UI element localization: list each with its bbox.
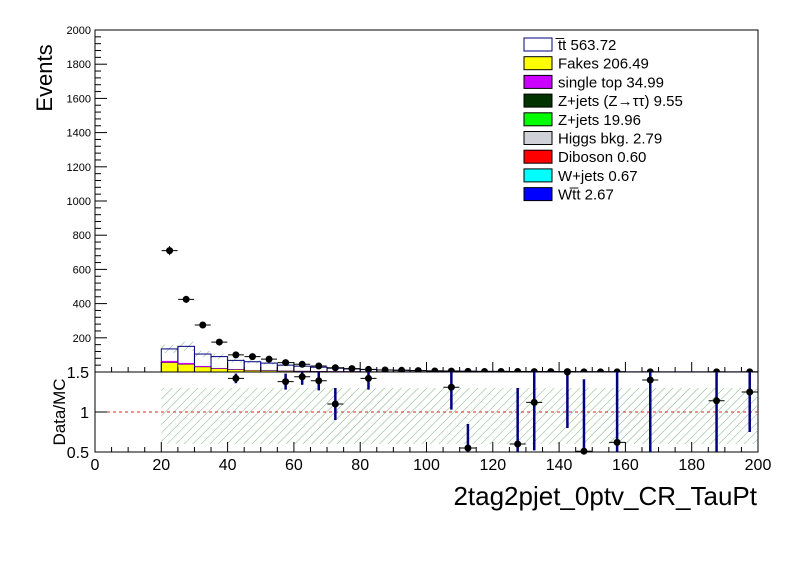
y-tick-label: 1400 [67,128,91,140]
fakes-bin [194,366,212,373]
y-tick-label: 2000 [67,25,91,37]
ratio-point [298,373,306,381]
main-panel: 200 400 600 800 1000 1200 1400 1600 1800 2000 Eve… [32,25,759,376]
ratio-point [580,447,588,455]
x-tick-label: 100 [413,457,440,474]
data-point [348,365,356,373]
ratio-point [447,383,455,391]
data-point [265,355,273,363]
data-point [215,338,223,346]
y-tick-label: 1600 [67,93,91,105]
x-axis-label: 2tag2pjet_0ptv_CR_TauPt [453,481,757,511]
data-point [232,351,240,359]
ratio-panel: 0.5 1 1.5 0 20 40 60 80 100 120 140 160 180 200 Data… [50,365,771,474]
x-tick-label: 20 [152,457,170,474]
ratio-y-ticks: 0.5 1 1.5 [67,365,107,462]
single-top-bin [194,365,212,367]
legend-swatch [523,131,553,145]
data-point [199,321,207,329]
data-point [364,365,372,373]
y-tick-label: 200 [73,333,91,345]
ratio-point [232,374,240,382]
legend-swatch [523,37,553,52]
ratio-point [282,378,290,386]
ratio-point [746,388,754,396]
ratio-point [563,368,571,376]
ratio-point [464,444,472,452]
single-top-bin [177,362,195,365]
ratio-y-axis-label: Data/MC [50,378,69,445]
ratio-point [364,374,372,382]
x-tick-label: 80 [351,457,369,474]
y-tick-label: 1200 [67,162,91,174]
legend-swatch [523,74,553,89]
single-top-bin [161,360,178,363]
legend-entry: single top 34.99 [558,74,664,91]
main-y-ticks: 200 400 600 800 1000 1200 1400 1600 1800 2000 [67,25,107,366]
legend-entry: Z+jets (Z→ττ) 9.55 [558,93,683,110]
y-axis-label: Events [32,44,57,111]
ratio-point [514,440,522,448]
legend-entry: t̅t 563.72 [555,37,616,54]
legend-entry: Higgs bkg. 2.79 [558,131,662,148]
ratio-point [331,400,339,408]
legend-swatch [523,93,553,108]
ratio-y-tick-label: 1.5 [67,365,89,382]
x-tick-label: 160 [612,457,639,474]
uncertainty-band [161,388,759,444]
legend-swatch [523,168,553,183]
ratio-point [613,438,621,446]
data-point [248,353,256,361]
data-point [298,360,306,368]
y-tick-label: 800 [73,230,91,242]
fakes-bin [210,368,228,373]
main-x-ticks [94,362,759,372]
ratio-point [646,376,654,384]
legend-entry: Diboson 0.60 [558,149,646,166]
single-top-bin [211,367,228,369]
ratio-uncertainty-band [161,388,759,444]
ratio-x-ticks: 0 20 40 60 80 100 120 140 160 180 200 [91,442,772,474]
legend-swatch [523,149,553,164]
x-tick-label: 140 [546,457,573,474]
y-tick-label: 1000 [67,196,91,208]
data-layer [161,246,758,376]
x-tick-label: 0 [91,457,100,474]
ratio-point [530,398,538,406]
main-frame [94,29,759,373]
fakes-bin [161,362,179,373]
legend-swatch [523,56,553,71]
legend-entry: Fakes 206.49 [558,56,649,73]
data-point [315,362,323,370]
legend-swatch [523,112,553,127]
fakes-bin [177,364,195,373]
ratio-y-tick-label: 1 [80,405,89,422]
data-point [331,364,339,372]
legend-entry: Wt̅t 2.67 [558,187,614,204]
data-point [182,295,190,303]
x-tick-label: 180 [678,457,705,474]
ratio-points [227,368,758,455]
data-point [282,359,290,367]
x-tick-label: 200 [745,457,772,474]
x-tick-label: 60 [285,457,303,474]
x-tick-label: 120 [479,457,506,474]
legend-swatch [523,187,553,202]
ratio-y-tick-label: 0.5 [67,445,89,462]
x-tick-label: 40 [219,457,237,474]
y-tick-label: 1800 [67,59,91,71]
ratio-point [315,377,323,385]
legend-entry: Z+jets 19.96 [558,112,641,129]
data-point [166,247,174,255]
y-tick-label: 600 [73,264,91,276]
legend-entry: W+jets 0.67 [558,168,638,185]
y-tick-label: 400 [73,299,91,311]
ratio-point [713,397,721,405]
